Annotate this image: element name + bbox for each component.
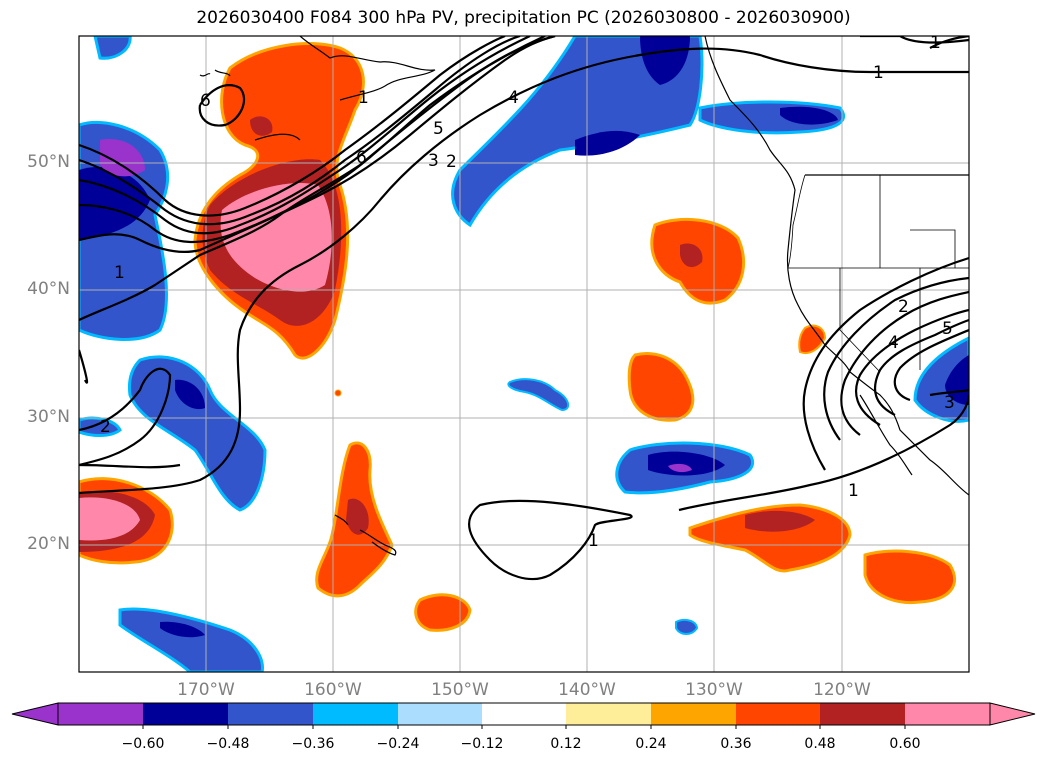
- map-frame: [78, 35, 970, 673]
- contour-label: 1: [588, 531, 599, 551]
- lon-label-150w: 150°W: [431, 680, 489, 700]
- contour-label: 2: [100, 417, 111, 437]
- contour-label: 3: [944, 393, 955, 413]
- colorbar-tick: −0.60: [121, 736, 165, 752]
- colorbar-tick: 0.48: [804, 736, 836, 752]
- coastlines: [199, 36, 969, 556]
- positive-anomaly-hawaii: [315, 441, 394, 598]
- lon-label-120w: 120°W: [813, 680, 871, 700]
- contour-label: 2: [446, 152, 457, 172]
- lat-label-50n: 50°N: [27, 152, 70, 172]
- negative-anomaly-north: [93, 36, 132, 60]
- negative-anomaly-east-pacific: [615, 441, 754, 495]
- positive-anomaly-west: [79, 477, 174, 565]
- positive-anomaly-main: [193, 42, 365, 360]
- chart-title: 2026030400 F084 300 hPa PV, precipitatio…: [196, 8, 851, 28]
- lon-label-130w: 130°W: [685, 680, 743, 700]
- contour-label: 4: [508, 88, 519, 108]
- colorbar-tick: 0.36: [720, 736, 752, 752]
- colorbar: [11, 702, 1036, 729]
- negative-anomaly-south: [118, 607, 265, 672]
- positive-anomaly-ne-pacific: [627, 352, 695, 422]
- negative-anomaly-small-blobs: [507, 378, 699, 635]
- colorbar-tick: −0.36: [291, 736, 335, 752]
- lat-label-40n: 40°N: [27, 279, 70, 299]
- graticule: [79, 36, 969, 672]
- contour-label: 4: [888, 333, 899, 353]
- contour-labels: 1 2 3 4 5 6 1 2 5 4 3 1 1 2 1 6 1: [100, 33, 955, 551]
- negative-anomaly-gulf-alaska: [451, 36, 704, 228]
- positive-anomaly-baja-stream: [688, 503, 957, 605]
- positive-anomaly-small-blobs: [334, 324, 827, 632]
- contour-label: 3: [428, 151, 439, 171]
- contour-label: 5: [942, 319, 953, 339]
- colorbar-tick: 0.60: [889, 736, 921, 752]
- contour-label: 1: [930, 33, 941, 53]
- colorbar-tick: 0.24: [635, 736, 667, 752]
- colorbar-tick: −0.12: [460, 736, 504, 752]
- lon-label-170w: 170°W: [177, 680, 235, 700]
- colorbar-tick: −0.24: [376, 736, 420, 752]
- colorbar-tick: 0.12: [550, 736, 582, 752]
- contour-label: 2: [898, 297, 909, 317]
- lon-label-160w: 160°W: [304, 680, 362, 700]
- contour-label: 1: [848, 481, 859, 501]
- contour-label: 6: [356, 148, 367, 168]
- contour-label: 1: [358, 88, 369, 108]
- contour-label: 5: [433, 119, 444, 139]
- precip-anomaly-fields: [79, 36, 969, 672]
- pv-contours: [79, 36, 969, 580]
- lat-label-20n: 20°N: [27, 534, 70, 554]
- negative-anomaly-nw: [79, 121, 170, 341]
- negative-anomaly-central: [128, 355, 267, 512]
- lat-label-30n: 30°N: [27, 407, 70, 427]
- lon-label-140w: 140°W: [558, 680, 616, 700]
- positive-anomaly-mid-pacific: [650, 217, 746, 305]
- contour-label: 1: [873, 63, 884, 83]
- negative-anomaly-canada: [698, 100, 846, 135]
- colorbar-tick: −0.48: [206, 736, 250, 752]
- contour-label: 1: [114, 263, 125, 283]
- contour-label: 6: [200, 91, 211, 111]
